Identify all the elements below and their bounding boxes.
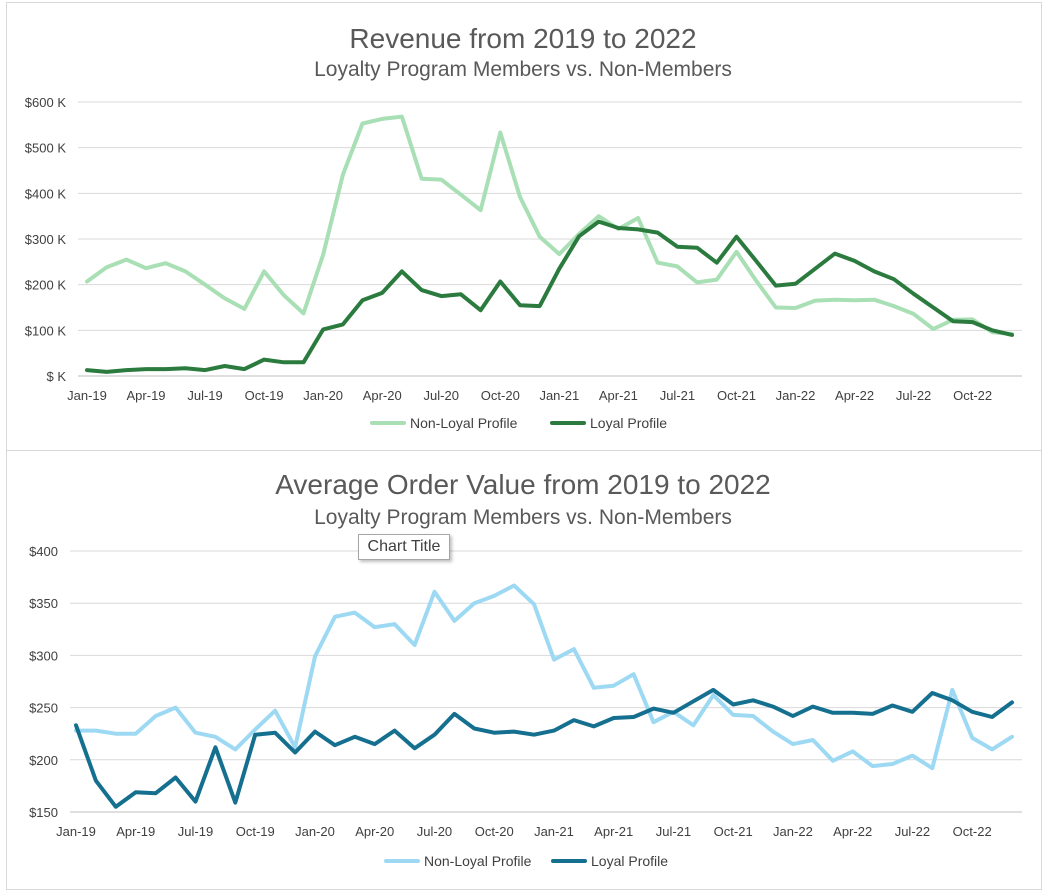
aov-y-tick-label: $300 [29,648,58,663]
aov-x-tick-label: Apr-19 [116,824,155,839]
revenue-chart-panel[interactable] [6,2,1042,452]
aov-chart-panel[interactable] [6,450,1042,890]
aov-x-tick-label: Oct-22 [953,824,992,839]
revenue-series-line-non-loyal[interactable] [85,114,1014,336]
revenue-y-tick-label: $600 K [25,95,67,110]
aov-legend-label: Non-Loyal Profile [424,853,532,869]
revenue-x-tick-label: Oct-22 [953,388,992,403]
aov-x-tick-label: Oct-20 [475,824,514,839]
revenue-x-tick-label: Jul-20 [424,388,459,403]
revenue-x-tick-label: Oct-21 [717,388,756,403]
revenue-x-tick-label: Jul-21 [660,388,695,403]
revenue-chart-title: Revenue from 2019 to 2022 [349,23,696,54]
aov-legend-label: Loyal Profile [591,853,668,869]
aov-x-tick-label: Jan-22 [773,824,813,839]
revenue-x-tick-label: Jul-19 [187,388,222,403]
aov-chart-subtitle: Loyalty Program Members vs. Non-Members [314,506,732,529]
aov-x-tick-label: Jul-20 [417,824,452,839]
aov-x-tick-label: Jul-22 [895,824,930,839]
revenue-chart-subtitle: Loyalty Program Members vs. Non-Members [314,58,732,81]
revenue-legend-label: Loyal Profile [590,415,667,431]
aov-x-tick-label: Jul-21 [656,824,691,839]
revenue-x-tick-label: Apr-20 [363,388,402,403]
revenue-y-tick-label: $300 K [25,232,67,247]
aov-x-tick-label: Jan-21 [534,824,574,839]
aov-x-tick-label: Jan-20 [295,824,335,839]
revenue-x-tick-label: Apr-19 [127,388,166,403]
aov-x-tick-label: Oct-21 [714,824,753,839]
revenue-y-tick-label: $100 K [25,323,67,338]
aov-x-tick-label: Oct-19 [236,824,275,839]
revenue-y-tick-label: $400 K [25,186,67,201]
revenue-x-tick-label: Oct-20 [481,388,520,403]
aov-y-tick-label: $350 [29,596,58,611]
revenue-x-tick-label: Jan-20 [303,388,343,403]
revenue-legend-label: Non-Loyal Profile [410,415,518,431]
revenue-x-tick-label: Oct-19 [245,388,284,403]
revenue-x-tick-label: Jan-19 [67,388,107,403]
aov-x-tick-label: Apr-21 [594,824,633,839]
aov-y-tick-label: $250 [29,701,58,716]
aov-x-tick-label: Apr-22 [833,824,872,839]
revenue-y-tick-label: $500 K [25,141,67,156]
aov-y-tick-label: $400 [29,544,58,559]
aov-x-tick-label: Jul-19 [178,824,213,839]
revenue-x-tick-label: Jan-22 [776,388,816,403]
aov-x-tick-label: Jan-19 [56,824,96,839]
revenue-y-tick-label: $200 K [25,278,67,293]
chart-title-tooltip: Chart Title [358,534,450,560]
aov-chart-title: Average Order Value from 2019 to 2022 [275,469,771,500]
revenue-x-tick-label: Apr-21 [599,388,638,403]
revenue-series-line-loyal[interactable] [85,219,1014,374]
aov-x-tick-label: Apr-20 [355,824,394,839]
revenue-x-tick-label: Jan-21 [539,388,579,403]
revenue-chart: Revenue from 2019 to 2022 Loyalty Progra… [25,23,1022,431]
revenue-y-tick-label: $ K [46,369,66,384]
revenue-x-tick-label: Apr-22 [835,388,874,403]
aov-series-line-non-loyal[interactable] [74,583,1014,771]
revenue-x-tick-label: Jul-22 [896,388,931,403]
aov-series-line-loyal[interactable] [74,687,1014,809]
aov-y-tick-label: $200 [29,753,58,768]
aov-y-tick-label: $150 [29,805,58,820]
aov-chart: Average Order Value from 2019 to 2022 Lo… [29,469,1022,869]
